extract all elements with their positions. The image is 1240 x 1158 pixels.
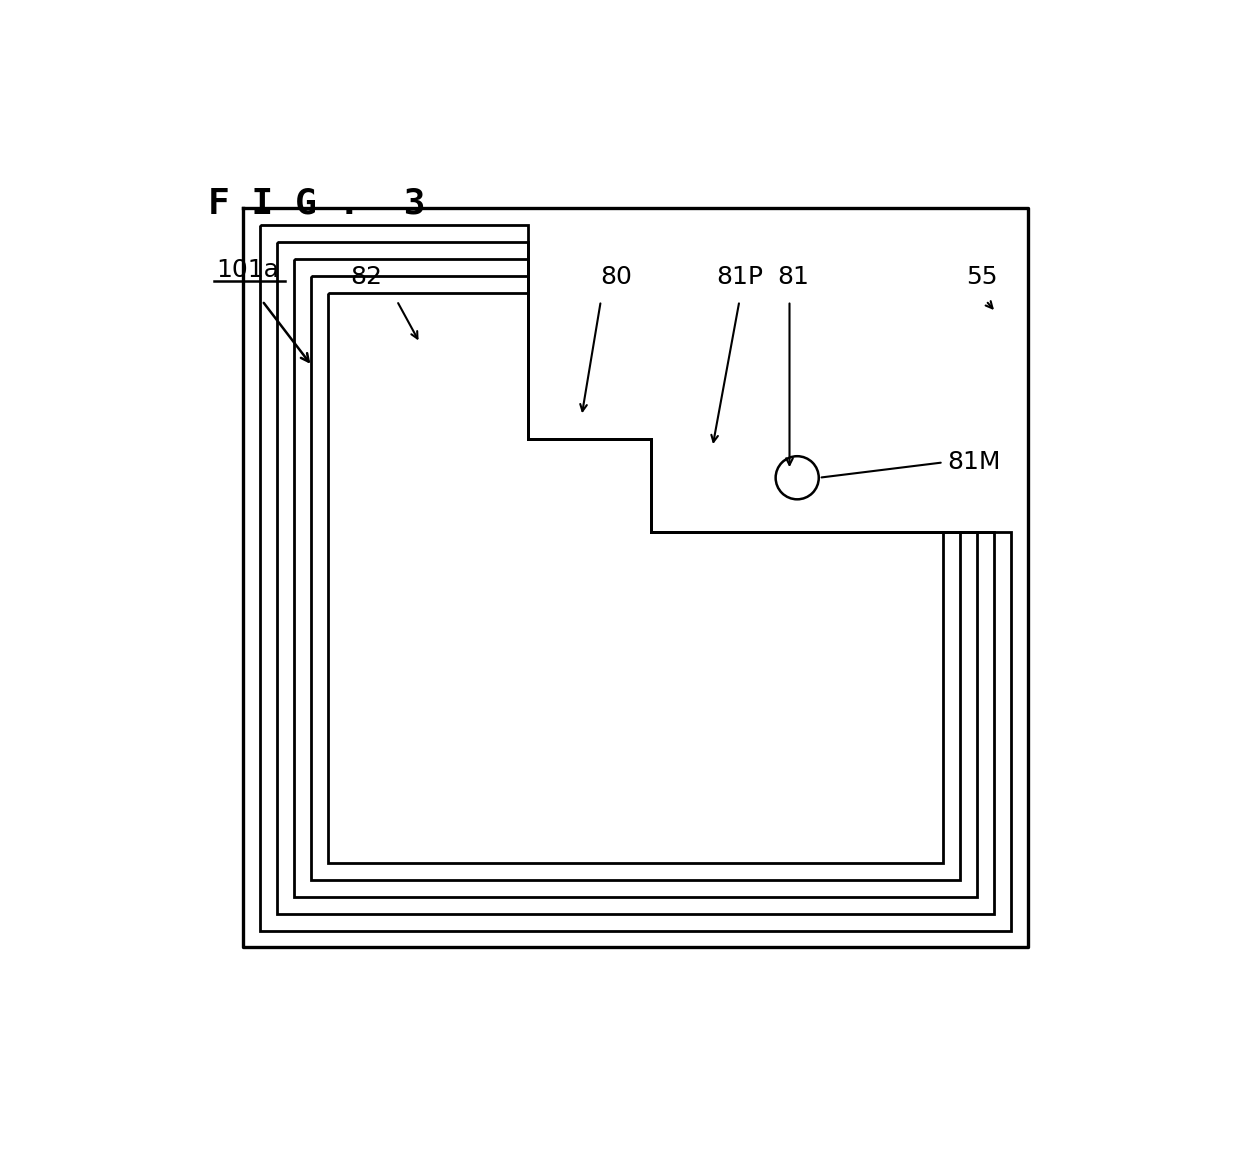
- Text: 81: 81: [777, 265, 810, 290]
- Text: F I G .  3: F I G . 3: [208, 186, 425, 221]
- Text: 101a: 101a: [216, 258, 279, 283]
- Text: 55: 55: [966, 265, 998, 290]
- Text: 81M: 81M: [947, 450, 1001, 475]
- Text: 82: 82: [350, 265, 382, 290]
- Text: 80: 80: [600, 265, 632, 290]
- Text: 81P: 81P: [715, 265, 763, 290]
